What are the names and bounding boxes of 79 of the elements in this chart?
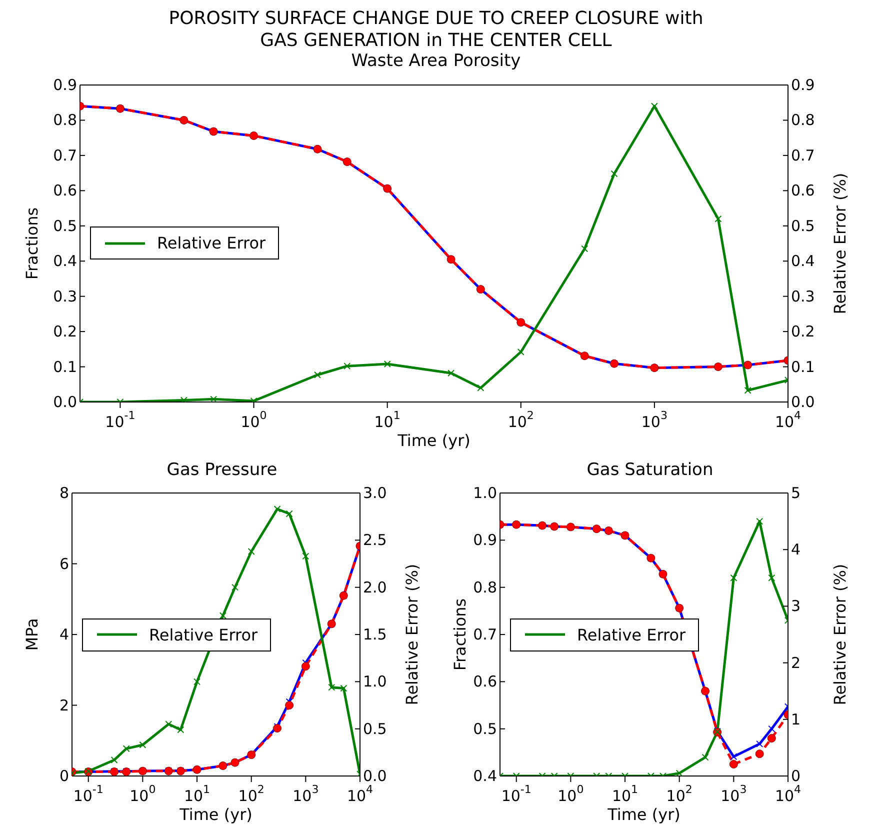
x-tick-label: 10$^{4}$ <box>774 783 802 806</box>
y-axis-title: MPa <box>22 618 42 652</box>
y2-tick-label: 0 <box>791 767 801 786</box>
x-axis-title: Time (yr) <box>606 805 680 824</box>
y-tick-label: 0.3 <box>53 286 77 305</box>
y2-axis-title: Relative Error (%) <box>830 564 850 706</box>
y2-tick-label: 0.5 <box>791 216 815 234</box>
y2-axis-title: Relative Error (%) <box>402 564 422 706</box>
y2-tick-label: 0.3 <box>791 286 815 305</box>
y-tick-label: 1.0 <box>473 484 497 502</box>
y-tick-label: 4 <box>59 626 69 644</box>
y2-tick-label: 1.5 <box>363 626 387 644</box>
chart-title: Gas Saturation <box>586 460 714 480</box>
y2-tick-label: 4 <box>791 540 801 559</box>
y-tick-label: 0.6 <box>473 673 497 692</box>
legend-label: Relative Error <box>157 234 266 253</box>
y2-tick-label: 1 <box>791 710 801 729</box>
x-tick-label: 10$^{0}$ <box>130 783 156 806</box>
y2-tick-label: 3 <box>791 598 801 616</box>
y2-tick-label: 0.0 <box>363 767 387 786</box>
x-tick-label: 10$^{-1}$ <box>105 408 136 431</box>
y-tick-label: 0.6 <box>53 181 77 200</box>
x-tick-label: 10$^{3}$ <box>720 783 747 806</box>
chart-title: POROSITY SURFACE CHANGE DUE TO CREEP CLOSURE with GAS GENERATION in THE CENTER CELL <box>168 8 704 52</box>
y2-tick-label: 2.5 <box>363 532 387 550</box>
x-axis-title: Time (yr) <box>178 805 252 824</box>
x-tick-label: 10$^{1}$ <box>612 783 638 806</box>
y2-tick-label: 3.0 <box>363 484 387 502</box>
x-axis-title: Time (yr) <box>396 430 470 450</box>
y2-tick-label: 2 <box>791 654 801 672</box>
y-axis-title: Fractions <box>450 598 470 671</box>
y-tick-label: 0.7 <box>473 626 497 644</box>
y-tick-label: 0.9 <box>53 76 77 94</box>
y2-tick-label: 0.5 <box>363 720 387 738</box>
y-tick-label: 6 <box>59 555 69 574</box>
y2-tick-label: 5 <box>791 484 801 502</box>
y-tick-label: 0.9 <box>473 532 497 550</box>
chart-subtitle: Waste Area Porosity <box>350 51 522 72</box>
y2-tick-label: 0.6 <box>791 181 815 200</box>
y2-tick-label: 0.2 <box>791 322 815 340</box>
y-tick-label: 0.0 <box>53 392 77 411</box>
legend-label: Relative Error <box>577 625 686 644</box>
x-tick-label: 10$^{3}$ <box>641 408 668 431</box>
chart-title: Gas Pressure <box>166 460 278 480</box>
x-tick-label: 10$^{-1}$ <box>501 783 532 806</box>
x-tick-label: 10$^{0}$ <box>240 408 267 431</box>
y-tick-label: 0.8 <box>473 578 497 597</box>
y-tick-label: 0.5 <box>53 216 77 234</box>
y-tick-label: 0.4 <box>473 767 497 786</box>
x-tick-label: 10$^{1}$ <box>374 408 400 431</box>
y2-tick-label: 1.0 <box>363 673 387 692</box>
x-tick-label: 10$^{2}$ <box>238 783 264 806</box>
x-tick-label: 10$^{0}$ <box>558 783 584 806</box>
y-tick-label: 0.2 <box>53 322 77 340</box>
x-tick-label: 10$^{2}$ <box>508 408 534 431</box>
x-tick-label: 10$^{2}$ <box>666 783 692 806</box>
y2-tick-label: 2.0 <box>363 578 387 597</box>
x-tick-label: 10$^{1}$ <box>184 783 210 806</box>
y-tick-label: 0.1 <box>53 357 77 376</box>
y-axis-title: Fractions <box>22 206 42 280</box>
x-tick-label: 10$^{4}$ <box>774 408 802 431</box>
y2-tick-label: 0.4 <box>791 252 815 270</box>
y-tick-label: 0.4 <box>53 252 77 270</box>
y-tick-label: 0.8 <box>53 110 77 129</box>
y-tick-label: 8 <box>59 484 69 502</box>
y-tick-label: 0.5 <box>473 720 497 738</box>
x-tick-label: 10$^{3}$ <box>292 783 319 806</box>
y-tick-label: 0 <box>59 767 69 786</box>
y2-tick-label: 0.8 <box>791 110 815 129</box>
y2-axis-title: Relative Error (%) <box>830 172 850 314</box>
x-tick-label: 10$^{4}$ <box>346 783 374 806</box>
y2-tick-label: 0.9 <box>791 76 815 94</box>
x-tick-label: 10$^{-1}$ <box>73 783 104 806</box>
legend-label: Relative Error <box>149 625 258 644</box>
y2-tick-label: 0.7 <box>791 146 815 164</box>
y-tick-label: 2 <box>59 696 69 715</box>
y2-tick-label: 0.1 <box>791 357 815 376</box>
y-tick-label: 0.7 <box>53 146 77 164</box>
y2-tick-label: 0.0 <box>791 392 815 411</box>
